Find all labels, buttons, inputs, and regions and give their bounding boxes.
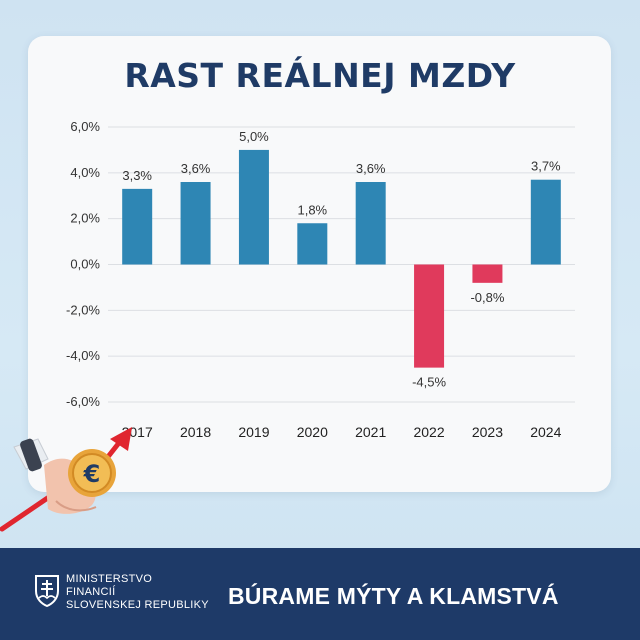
y-tick-label: 4,0% [70, 165, 100, 180]
data-label: 3,7% [531, 159, 561, 174]
x-axis-ticks: 2017 2018 2019 2020 2021 2022 2023 2024 [122, 424, 562, 440]
data-label: -4,5% [412, 375, 446, 390]
data-label: 3,3% [122, 168, 152, 183]
data-label: 1,8% [297, 202, 327, 217]
data-label: 3,6% [181, 161, 211, 176]
gridlines [108, 126, 575, 403]
data-labels: 3,3% 3,6% 5,0% 1,8% 3,6% -4,5% -0,8% 3,7% [122, 129, 561, 390]
y-tick-label: 2,0% [70, 211, 100, 226]
y-tick-label: 0,0% [70, 257, 100, 272]
bar-2024 [530, 179, 561, 265]
bar-2022 [414, 264, 445, 368]
slogan: BÚRAME MÝTY A KLAMSTVÁ [228, 583, 559, 609]
y-tick-label: -6,0% [66, 394, 100, 409]
x-tick-label: 2023 [472, 424, 503, 440]
x-tick-label: 2021 [355, 424, 386, 440]
ministry-line-1: MINISTERSTVO [66, 573, 153, 585]
bar-2021 [355, 182, 386, 265]
bar-2018 [180, 182, 211, 265]
bar-2020 [297, 223, 328, 265]
data-label: 5,0% [239, 129, 269, 144]
euro-coin-icon: € [68, 449, 116, 497]
y-tick-label: -2,0% [66, 302, 100, 317]
x-tick-label: 2024 [530, 424, 561, 440]
page-title: RAST REÁLNEJ MZDY [124, 56, 516, 95]
ministry-logo-text: MINISTERSTVO FINANCIÍ SLOVENSKEJ REPUBLI… [66, 573, 209, 612]
decorative-illustration: € [0, 427, 132, 532]
x-tick-label: 2019 [238, 424, 269, 440]
bar-2023 [472, 264, 503, 283]
x-tick-label: 2020 [297, 424, 328, 440]
ministry-line-3: SLOVENSKEJ REPUBLIKY [66, 599, 209, 611]
y-axis-ticks: 6,0% 4,0% 2,0% 0,0% -2,0% -4,0% -6,0% [66, 119, 100, 409]
svg-text:€: € [83, 460, 101, 488]
footer-bar [0, 548, 640, 640]
data-label: -0,8% [470, 290, 504, 305]
y-tick-label: -4,0% [66, 348, 100, 363]
x-tick-label: 2022 [413, 424, 444, 440]
bar-2019 [238, 149, 269, 265]
x-tick-label: 2018 [180, 424, 211, 440]
y-tick-label: 6,0% [70, 119, 100, 134]
bar-2017 [122, 188, 153, 265]
ministry-line-2: FINANCIÍ [66, 586, 116, 598]
data-label: 3,6% [356, 161, 386, 176]
bars [122, 149, 561, 368]
slovak-crest-icon [35, 575, 59, 607]
